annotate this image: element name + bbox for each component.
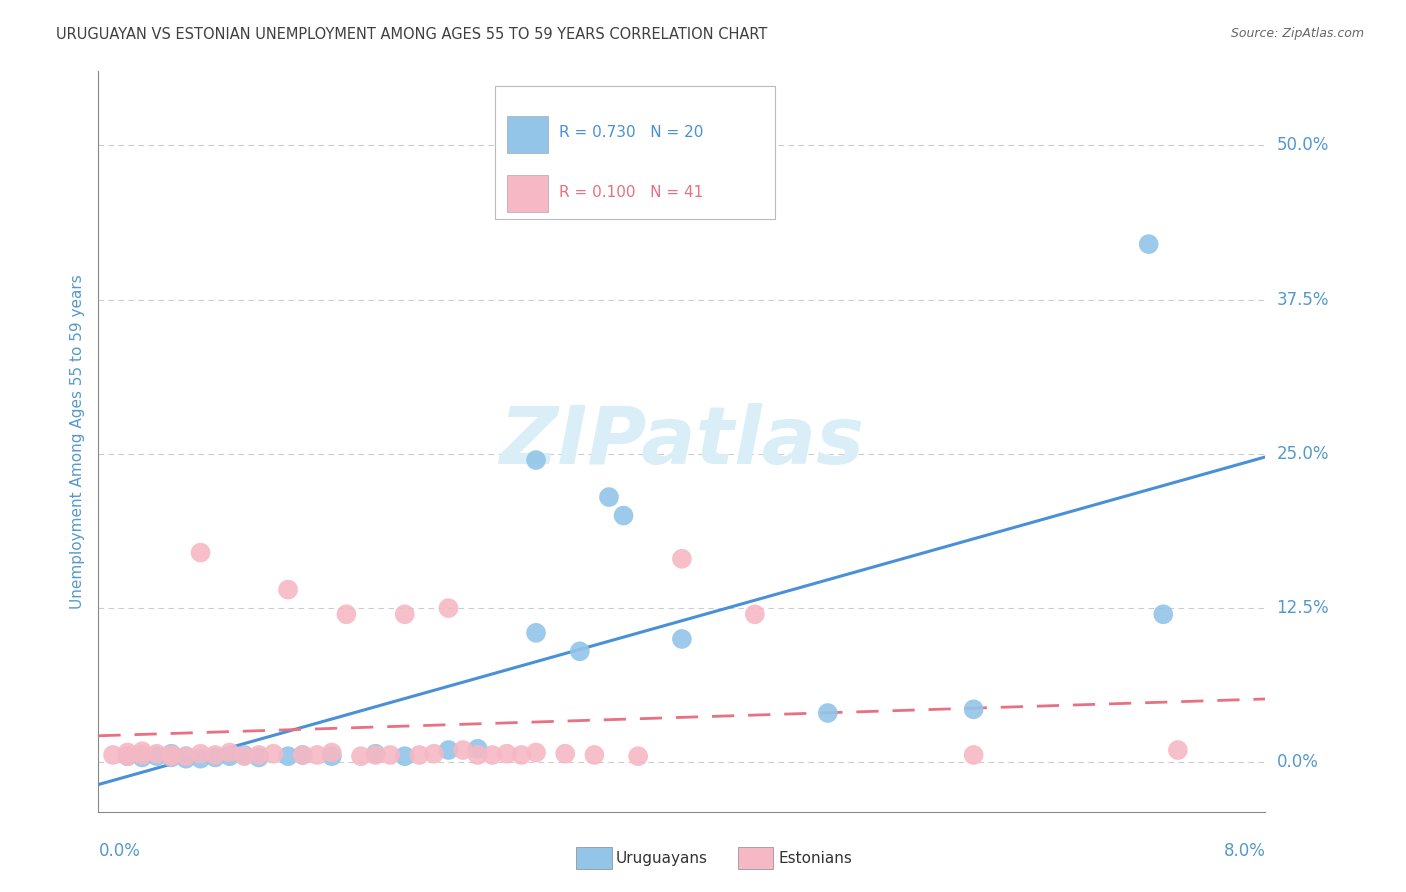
Point — [131, 747, 153, 762]
Point — [247, 747, 270, 762]
Point — [117, 746, 139, 760]
Point — [146, 749, 169, 764]
Point — [291, 747, 314, 762]
Point — [817, 706, 839, 720]
Point — [160, 747, 183, 762]
Point — [451, 743, 474, 757]
Text: ZIPatlas: ZIPatlas — [499, 402, 865, 481]
Point — [233, 749, 256, 764]
Point — [554, 747, 576, 761]
Point — [321, 746, 343, 760]
Point — [394, 607, 416, 622]
Point — [204, 747, 226, 762]
Text: Uruguayans: Uruguayans — [616, 851, 707, 865]
Point — [394, 749, 416, 764]
Point — [321, 749, 343, 764]
Point — [190, 546, 212, 560]
Point — [568, 644, 591, 658]
Point — [174, 749, 197, 764]
Text: 12.5%: 12.5% — [1277, 599, 1329, 617]
Text: R = 0.100   N = 41: R = 0.100 N = 41 — [560, 185, 703, 200]
Point — [247, 750, 270, 764]
Point — [437, 601, 460, 615]
Text: 37.5%: 37.5% — [1277, 291, 1329, 309]
Point — [671, 551, 693, 566]
Point — [131, 750, 153, 764]
Point — [1137, 237, 1160, 252]
Point — [423, 747, 446, 761]
Point — [174, 749, 197, 764]
Point — [524, 453, 547, 467]
Text: 50.0%: 50.0% — [1277, 136, 1329, 154]
Point — [291, 747, 314, 762]
Point — [510, 747, 533, 762]
Point — [277, 749, 299, 764]
Point — [160, 749, 183, 764]
Point — [204, 750, 226, 764]
Point — [524, 746, 547, 760]
Point — [131, 744, 153, 758]
Point — [1152, 607, 1174, 622]
Point — [671, 632, 693, 646]
Point — [364, 747, 387, 761]
Text: R = 0.730   N = 20: R = 0.730 N = 20 — [560, 125, 704, 140]
Text: 0.0%: 0.0% — [1277, 754, 1319, 772]
Text: 25.0%: 25.0% — [1277, 445, 1329, 463]
Point — [233, 747, 256, 762]
Point — [612, 508, 634, 523]
Point — [364, 747, 387, 762]
Point — [481, 747, 503, 762]
Point — [307, 747, 329, 762]
Text: Estonians: Estonians — [779, 851, 853, 865]
Point — [524, 625, 547, 640]
Point — [467, 747, 489, 762]
Text: URUGUAYAN VS ESTONIAN UNEMPLOYMENT AMONG AGES 55 TO 59 YEARS CORRELATION CHART: URUGUAYAN VS ESTONIAN UNEMPLOYMENT AMONG… — [56, 27, 768, 42]
Bar — [508, 116, 548, 153]
Point — [496, 747, 519, 761]
Text: Source: ZipAtlas.com: Source: ZipAtlas.com — [1230, 27, 1364, 40]
Point — [744, 607, 766, 622]
Point — [598, 490, 620, 504]
Point — [218, 749, 240, 764]
Point — [962, 702, 984, 716]
Point — [117, 749, 139, 764]
Point — [962, 747, 984, 762]
Point — [160, 750, 183, 764]
FancyBboxPatch shape — [495, 87, 775, 219]
Point — [408, 747, 430, 762]
Point — [467, 741, 489, 756]
Point — [335, 607, 357, 622]
Point — [350, 749, 373, 764]
Point — [627, 749, 650, 764]
Point — [380, 747, 402, 762]
Point — [218, 746, 240, 760]
Point — [190, 752, 212, 766]
Point — [101, 747, 124, 762]
Point — [437, 743, 460, 757]
Point — [146, 747, 169, 761]
Point — [277, 582, 299, 597]
Point — [190, 747, 212, 761]
Bar — [508, 175, 548, 212]
Point — [262, 747, 284, 761]
Point — [1167, 743, 1189, 757]
Point — [117, 749, 139, 764]
Point — [174, 752, 197, 766]
Point — [583, 747, 606, 762]
Point — [131, 747, 153, 762]
Point — [160, 747, 183, 761]
Text: 0.0%: 0.0% — [98, 842, 141, 860]
Text: 8.0%: 8.0% — [1223, 842, 1265, 860]
Y-axis label: Unemployment Among Ages 55 to 59 years: Unemployment Among Ages 55 to 59 years — [69, 274, 84, 609]
